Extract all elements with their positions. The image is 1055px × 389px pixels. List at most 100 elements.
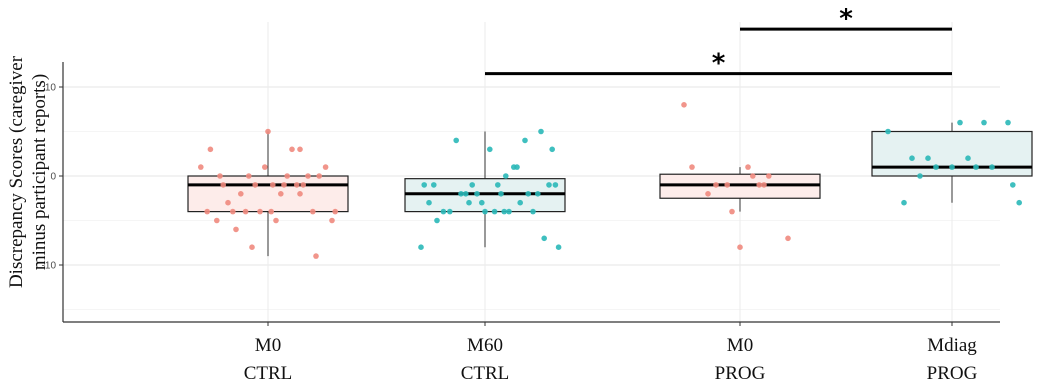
data-point: [469, 182, 476, 188]
data-point: [525, 191, 531, 197]
x-axis-ticks: M0 CTRL M60 CTRL M0 PROG Mdiag PROG: [244, 322, 978, 384]
data-point: [530, 208, 536, 215]
data-point: [745, 164, 751, 170]
data-point: [689, 164, 695, 170]
data-point: [522, 137, 528, 144]
data-point: [756, 182, 762, 188]
data-point: [713, 182, 719, 188]
data-point: [766, 173, 772, 179]
data-point: [447, 208, 453, 215]
data-point: [242, 208, 249, 215]
data-point: [252, 182, 258, 188]
data-point: [1016, 199, 1022, 206]
data-point: [555, 244, 562, 250]
data-point: [949, 164, 955, 170]
data-point: [957, 119, 963, 126]
data-point: [214, 217, 220, 224]
data-point: [453, 137, 460, 144]
data-point: [230, 208, 236, 215]
x-tick-label-bottom: CTRL: [244, 363, 293, 384]
data-point: [724, 182, 730, 188]
data-point: [989, 164, 995, 170]
data-point: [885, 128, 891, 135]
data-point: [270, 182, 276, 188]
y-tick-label: 0: [50, 172, 56, 183]
y-axis-label-line: Discrepancy Scores (caregiver: [6, 55, 27, 288]
data-point: [549, 146, 555, 153]
data-point: [981, 119, 987, 126]
data-point: [474, 191, 480, 197]
data-point: [506, 208, 512, 215]
data-point: [426, 199, 432, 206]
data-point: [901, 199, 907, 206]
data-point: [297, 146, 303, 153]
data-point: [265, 128, 271, 135]
data-point: [466, 199, 472, 206]
data-point: [552, 182, 559, 188]
data-point: [761, 182, 767, 188]
data-point: [421, 182, 428, 188]
data-point: [440, 208, 447, 215]
data-point: [750, 173, 756, 179]
significance-star: *: [712, 49, 726, 79]
data-point: [284, 173, 291, 179]
axes: [62, 62, 1000, 323]
data-point: [737, 244, 743, 250]
data-point: [973, 164, 979, 170]
data-point: [305, 173, 311, 179]
y-tick-label: 10: [45, 83, 57, 94]
data-point: [225, 199, 231, 206]
data-point: [207, 146, 214, 153]
data-point: [316, 173, 323, 179]
data-point: [458, 191, 464, 197]
data-point: [541, 235, 547, 242]
data-point: [925, 155, 931, 161]
data-point: [220, 182, 226, 188]
data-point: [503, 173, 509, 179]
data-point: [434, 217, 440, 224]
data-point: [479, 199, 485, 206]
x-tick-label-top: M60: [467, 335, 503, 356]
data-point: [491, 208, 498, 215]
data-point: [313, 253, 319, 259]
data-point: [294, 182, 300, 188]
data-point: [729, 208, 735, 215]
data-point: [431, 182, 437, 188]
data-point: [249, 244, 255, 250]
data-point: [332, 208, 339, 215]
data-point: [238, 191, 244, 197]
data-point: [681, 102, 687, 108]
data-point: [501, 208, 508, 215]
data-point: [281, 182, 287, 188]
x-tick-label-top: M0: [727, 335, 753, 356]
data-point: [204, 208, 210, 215]
x-tick-label-bottom: PROG: [715, 363, 766, 384]
data-point: [278, 191, 284, 197]
data-point: [535, 191, 541, 197]
x-tick-label-bottom: PROG: [927, 363, 978, 384]
data-point: [262, 164, 268, 170]
significance-star: *: [839, 4, 853, 34]
data-point: [463, 191, 469, 197]
data-point: [273, 217, 279, 224]
y-axis-label-line: minus participant reports): [29, 74, 50, 270]
y-axis-ticks: 10 0 -10: [42, 83, 63, 272]
y-tick-label: -10: [42, 261, 57, 272]
data-point: [1005, 119, 1011, 126]
data-point: [257, 208, 263, 215]
data-point: [198, 164, 204, 170]
data-point: [538, 128, 544, 135]
x-tick-label-top: Mdiag: [927, 335, 977, 356]
y-axis-label: Discrepancy Scores (caregiver minus parti…: [6, 55, 50, 288]
data-point: [909, 155, 915, 161]
data-point: [917, 173, 923, 179]
data-point: [217, 173, 223, 179]
data-point: [329, 217, 335, 224]
data-point: [246, 173, 252, 179]
data-point: [785, 235, 791, 242]
data-point: [487, 146, 493, 153]
x-tick-label-top: M0: [255, 335, 281, 356]
data-point: [418, 244, 424, 250]
data-point: [289, 146, 295, 153]
data-point: [482, 208, 488, 215]
